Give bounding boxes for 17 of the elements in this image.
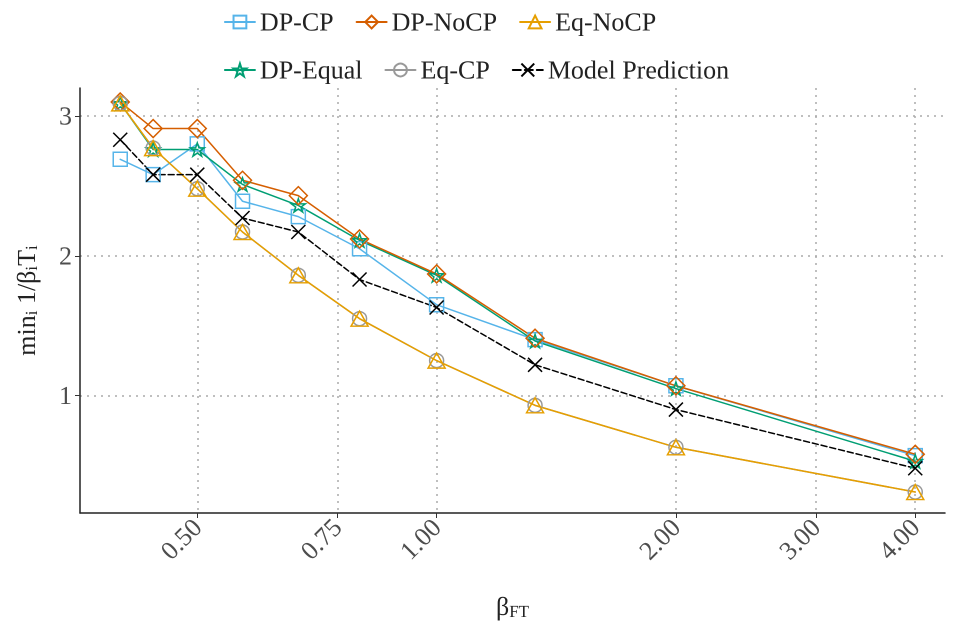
x-tick-label: 4.00 — [872, 512, 926, 566]
x-tick-label: 3.00 — [774, 512, 826, 566]
legend-label: Model Prediction — [548, 56, 730, 84]
legend-label: Eq-NoCP — [555, 8, 656, 36]
y-tick-label: 1 — [59, 381, 72, 410]
x-axis-title: βFT — [496, 592, 530, 621]
legend-label: DP-CP — [260, 8, 334, 36]
y-axis-title: mini 1/βiTi — [12, 245, 41, 356]
legend-label: DP-NoCP — [392, 8, 498, 36]
x-tick-label: 0.75 — [294, 512, 348, 566]
legend-label: Eq-CP — [420, 56, 490, 84]
x-tick-label: 0.50 — [154, 512, 208, 566]
x-tick-label: 1.00 — [394, 512, 447, 566]
y-tick-label: 2 — [59, 241, 72, 270]
legend-label: DP-Equal — [260, 56, 362, 84]
x-tick-label: 2.00 — [634, 512, 686, 566]
y-tick-label: 3 — [59, 101, 72, 130]
